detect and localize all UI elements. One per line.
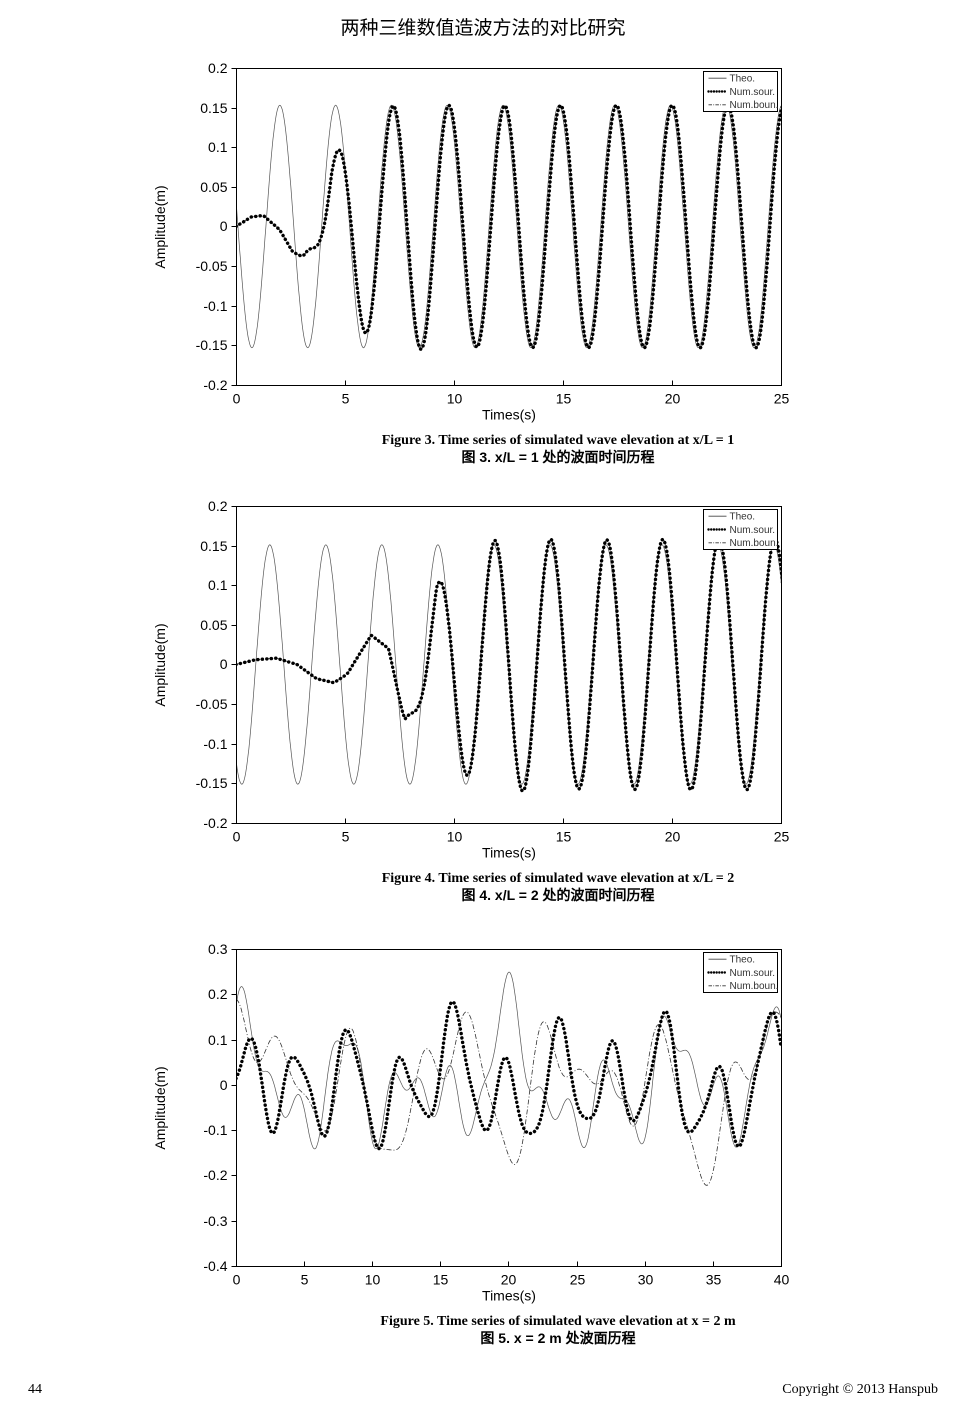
svg-text:Times(s): Times(s) [482,1288,536,1304]
svg-text:-0.4: -0.4 [203,1258,227,1274]
svg-text:-0.05: -0.05 [196,258,228,274]
svg-text:0: 0 [220,218,228,234]
svg-text:Theo.: Theo. [730,511,756,522]
svg-text:-0.1: -0.1 [203,736,227,752]
svg-text:10: 10 [365,1272,381,1288]
svg-text:0.05: 0.05 [200,179,227,195]
svg-text:Num.sour.: Num.sour. [730,87,776,98]
svg-text:15: 15 [556,829,572,845]
svg-text:Times(s): Times(s) [482,845,536,861]
svg-text:-0.2: -0.2 [203,1167,227,1183]
svg-text:-0.1: -0.1 [203,298,227,314]
svg-text:25: 25 [774,391,790,407]
svg-text:Num.sour.: Num.sour. [730,525,776,536]
svg-text:0.15: 0.15 [200,538,227,554]
svg-text:-0.3: -0.3 [203,1213,227,1229]
svg-text:0: 0 [220,656,228,672]
svg-text:20: 20 [665,829,681,845]
svg-text:-0.2: -0.2 [203,815,227,831]
svg-text:10: 10 [447,391,463,407]
svg-text:0: 0 [233,1272,241,1288]
svg-text:Amplitude(m): Amplitude(m) [152,623,168,706]
svg-text:Theo.: Theo. [730,73,756,84]
svg-text:15: 15 [433,1272,449,1288]
svg-text:Num.sour.: Num.sour. [730,968,776,979]
svg-text:5: 5 [301,1272,309,1288]
svg-text:0.1: 0.1 [208,577,228,593]
svg-text:0: 0 [220,1077,228,1093]
svg-text:0.3: 0.3 [208,941,228,957]
svg-text:Num.boun.: Num.boun. [730,981,779,992]
svg-text:0.05: 0.05 [200,617,227,633]
svg-text:Amplitude(m): Amplitude(m) [152,1066,168,1149]
svg-text:0.15: 0.15 [200,100,227,116]
svg-text:5: 5 [342,391,350,407]
svg-text:30: 30 [638,1272,654,1288]
svg-text:Times(s): Times(s) [482,407,536,423]
svg-text:35: 35 [706,1272,722,1288]
svg-text:-0.15: -0.15 [196,337,228,353]
svg-text:20: 20 [501,1272,517,1288]
svg-text:0.2: 0.2 [208,986,228,1002]
svg-text:20: 20 [665,391,681,407]
svg-text:Amplitude(m): Amplitude(m) [152,185,168,268]
svg-text:-0.15: -0.15 [196,775,228,791]
svg-text:25: 25 [570,1272,586,1288]
svg-text:Theo.: Theo. [730,954,756,965]
svg-text:0: 0 [233,829,241,845]
svg-text:15: 15 [556,391,572,407]
svg-text:10: 10 [447,829,463,845]
svg-text:5: 5 [342,829,350,845]
svg-text:-0.05: -0.05 [196,696,228,712]
svg-text:0.2: 0.2 [208,498,228,514]
svg-text:Num.boun.: Num.boun. [730,100,779,111]
svg-text:-0.1: -0.1 [203,1122,227,1138]
svg-text:0.1: 0.1 [208,1032,228,1048]
svg-text:-0.2: -0.2 [203,377,227,393]
svg-text:0: 0 [233,391,241,407]
svg-text:25: 25 [774,829,790,845]
svg-text:0.1: 0.1 [208,139,228,155]
svg-text:40: 40 [774,1272,790,1288]
svg-text:0.2: 0.2 [208,60,228,76]
svg-text:Num.boun.: Num.boun. [730,538,779,549]
